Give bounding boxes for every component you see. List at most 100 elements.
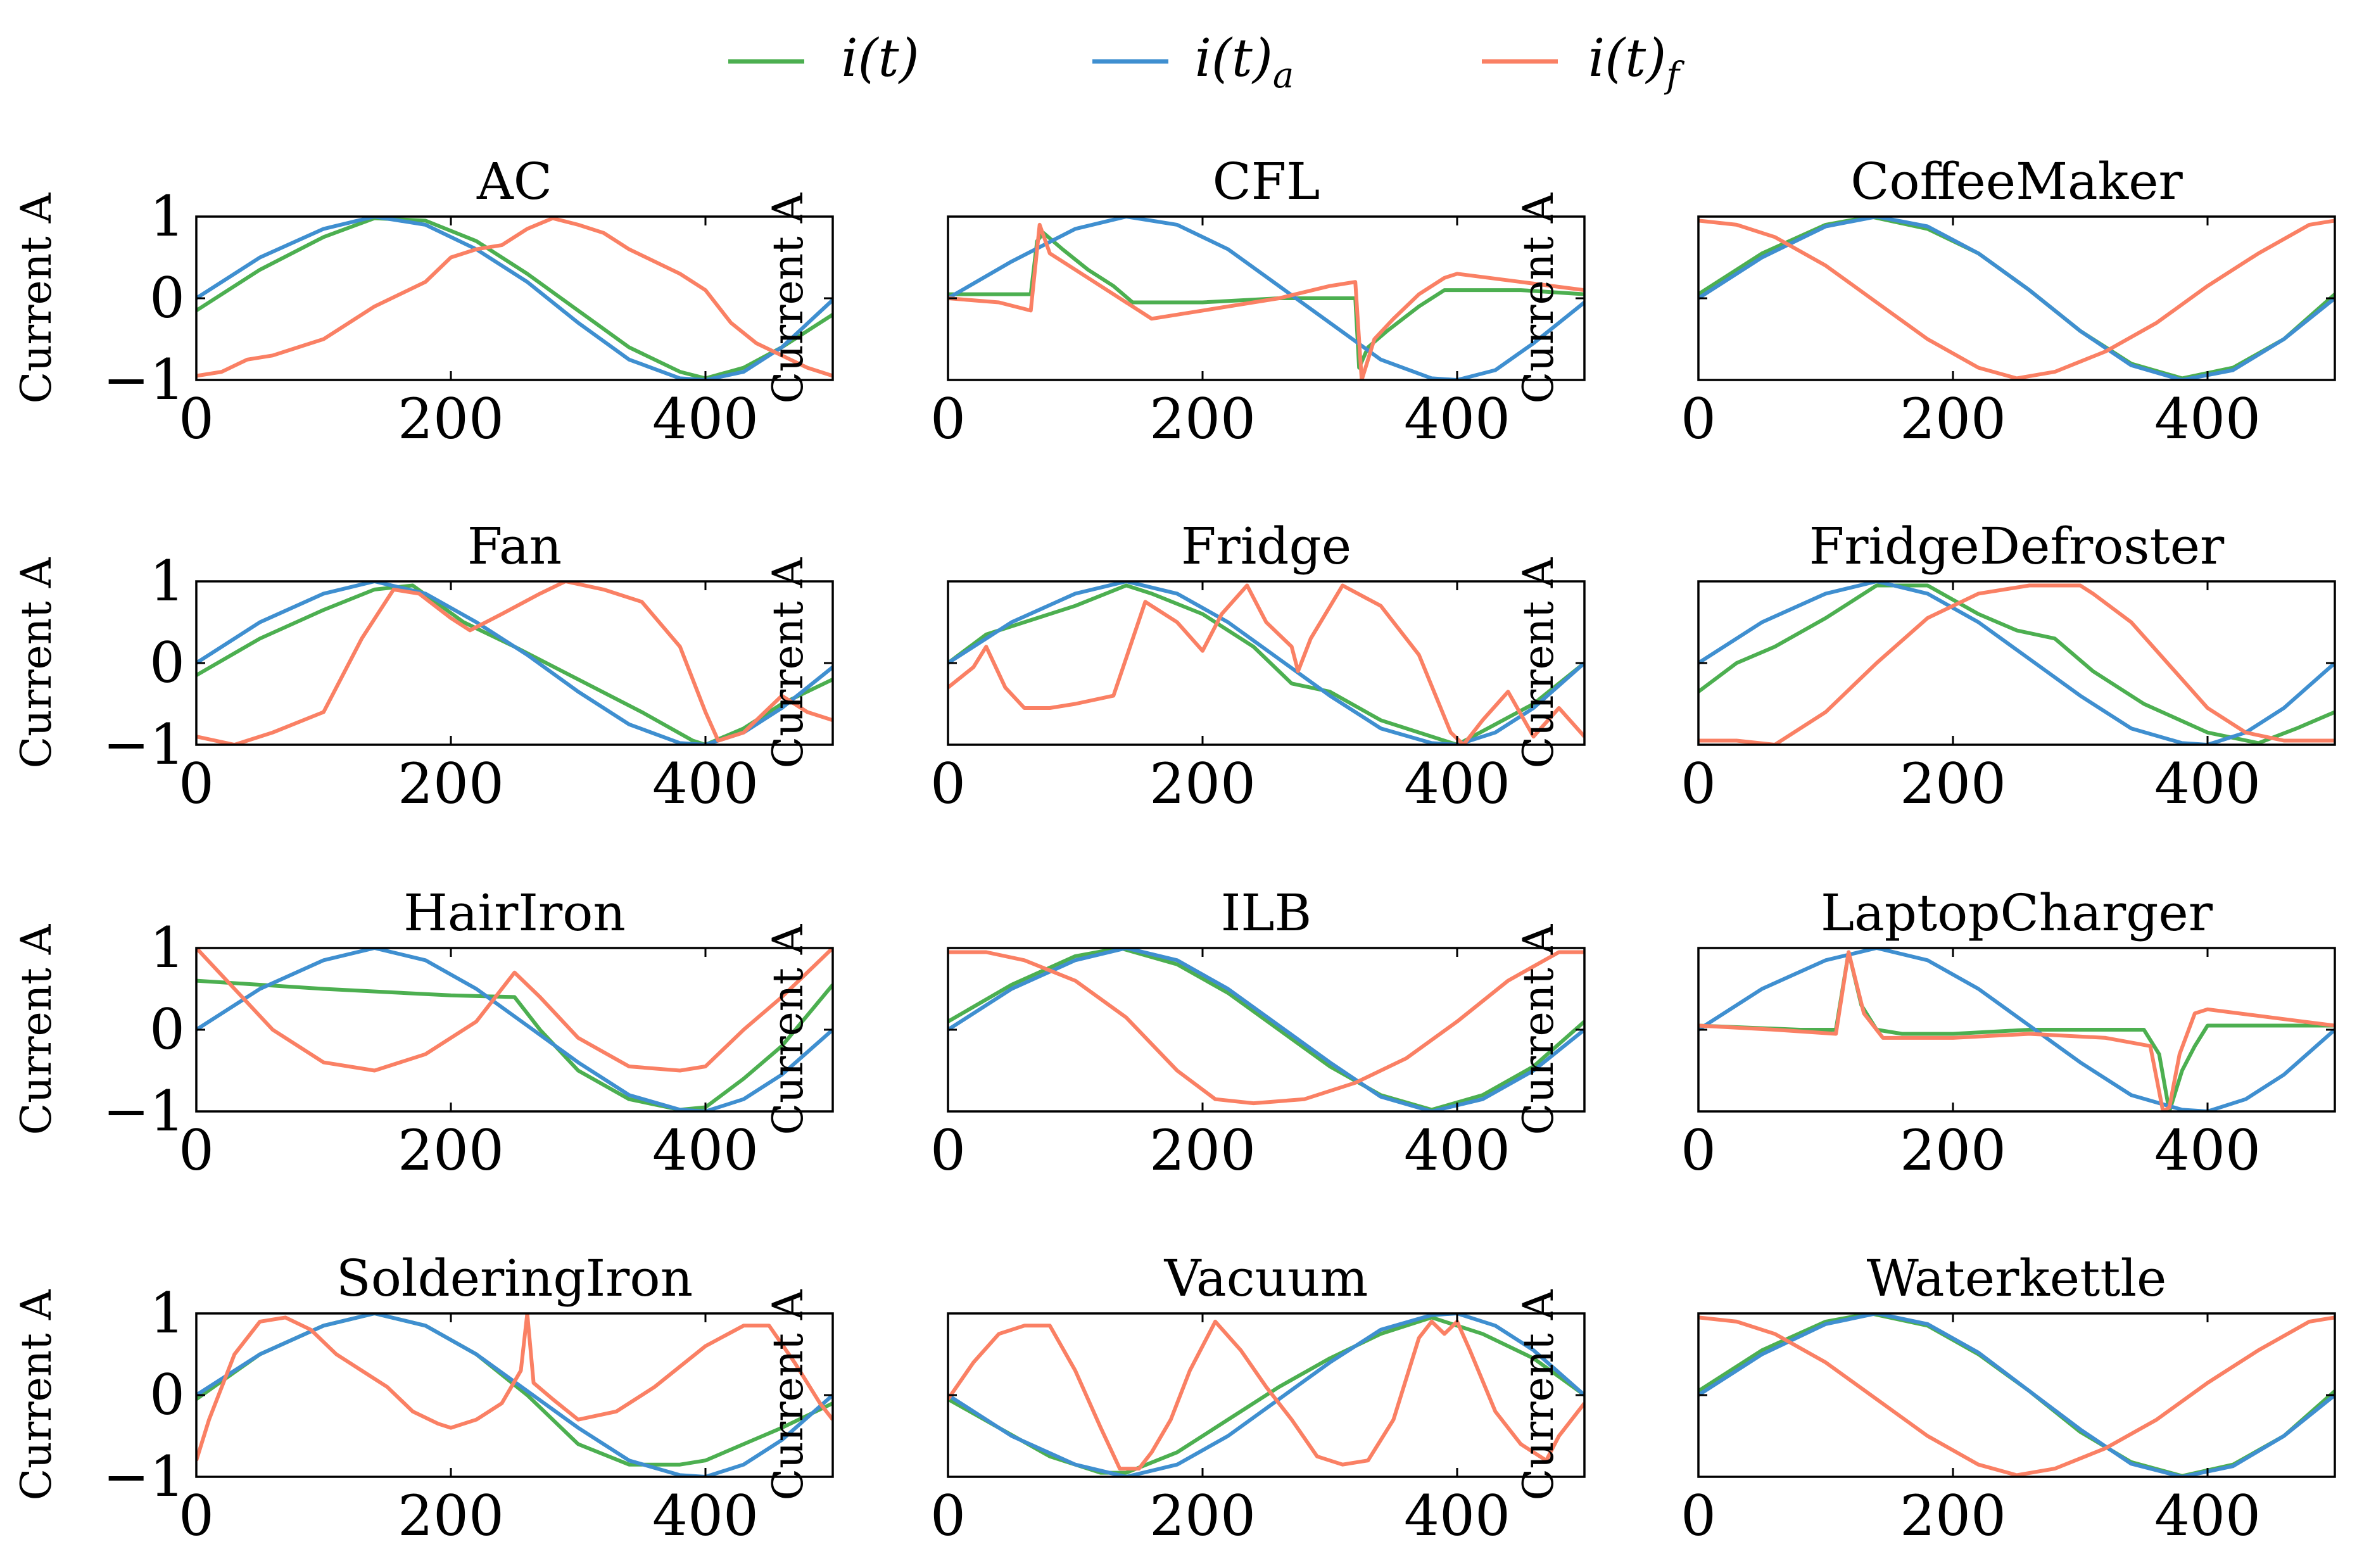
y-axis-label: Current A (764, 1289, 812, 1500)
series-itf (948, 222, 1584, 380)
series-ita (1698, 1313, 2335, 1477)
x-tick-label: 0 (1681, 1483, 1716, 1548)
y-axis-label: Current A (12, 557, 61, 768)
legend-entry-1: i(t)a (1092, 28, 1294, 96)
subplot-title: SolderingIron (336, 1249, 693, 1308)
series-ita (196, 948, 833, 1111)
y-axis-label: Current A (1514, 1289, 1563, 1500)
y-tick-label: 1 (149, 548, 185, 614)
series-itf (948, 950, 1584, 1106)
series-itf (1698, 583, 2335, 745)
plot-lines (1698, 1313, 2335, 1477)
plot-lines (1698, 217, 2335, 380)
legend-entry-0: i(t) (728, 28, 919, 89)
y-axis-label: Current A (1514, 192, 1563, 403)
series-it (196, 1313, 833, 1467)
series-it (948, 1315, 1584, 1475)
x-tick-label: 200 (398, 386, 504, 452)
series-it (948, 948, 1584, 1111)
plot-lines (196, 581, 833, 745)
plot-lines (948, 581, 1584, 745)
series-ita (948, 581, 1584, 745)
subplot-laptopcharger: LaptopCharger Current A 0 200 400 (1514, 883, 2336, 1183)
series-itf (196, 948, 833, 1073)
x-tick-label: 400 (1404, 386, 1510, 452)
series-it (196, 217, 833, 380)
series-it (948, 583, 1584, 745)
x-tick-label: 200 (1900, 386, 2006, 452)
subplot-cfl: CFL Current A 0 200 400 (764, 152, 1586, 452)
y-axis-label: Current A (764, 923, 812, 1135)
y-axis-label: Current A (1514, 923, 1563, 1135)
x-tick-label: 0 (179, 1118, 214, 1183)
series-ita (1698, 581, 2335, 745)
x-tick-label: 0 (179, 386, 214, 452)
y-tick-label: −1 (103, 712, 185, 777)
x-tick-label: 0 (179, 1483, 214, 1548)
x-tick-label: 200 (1900, 751, 2006, 816)
y-tick-label: −1 (103, 1444, 185, 1509)
series-it (196, 583, 833, 745)
series-itf (948, 1319, 1584, 1471)
x-tick-label: 200 (1900, 1118, 2006, 1183)
subplot-fridgedefroster: FridgeDefroster Current A 0 200 400 (1514, 517, 2336, 816)
subplot-title: Fridge (1181, 517, 1351, 576)
legend: i(t) i(t)a i(t)f (728, 28, 1685, 96)
y-axis-label: Current A (1514, 557, 1563, 768)
legend-label: i(t)f (1588, 28, 1685, 96)
subplot-title: CoffeeMaker (1850, 152, 2183, 211)
y-tick-label: −1 (103, 1078, 185, 1144)
y-tick-label: −1 (103, 347, 185, 412)
x-tick-label: 200 (398, 1118, 504, 1183)
x-tick-label: 200 (1149, 1483, 1256, 1548)
x-tick-label: 0 (1681, 386, 1716, 452)
y-tick-label: 0 (149, 1362, 185, 1427)
y-tick-label: 0 (149, 265, 185, 331)
subplot-title: FridgeDefroster (1809, 517, 2225, 576)
subplot-coffeemaker: CoffeeMaker Current A 0 200 400 (1514, 152, 2336, 452)
x-tick-label: 0 (930, 1483, 966, 1548)
x-tick-label: 0 (930, 1118, 966, 1183)
x-tick-label: 200 (1149, 1118, 1256, 1183)
series-it (196, 978, 833, 1111)
series-ita (1698, 217, 2335, 380)
plot-lines (196, 948, 833, 1111)
legend-entry-2: i(t)f (1482, 28, 1685, 96)
series-itf (1698, 1315, 2335, 1477)
series-itf (948, 583, 1584, 745)
y-axis-label: Current A (764, 192, 812, 403)
subplot-title: CFL (1213, 152, 1320, 211)
x-tick-label: 400 (1404, 751, 1510, 816)
subplot-title: Vacuum (1164, 1249, 1368, 1308)
series-itf (196, 1313, 833, 1462)
plot-lines (1698, 581, 2335, 745)
x-tick-label: 400 (2154, 751, 2261, 816)
series-itf (1698, 950, 2335, 1111)
series-ita (948, 217, 1584, 380)
x-tick-label: 400 (1404, 1118, 1510, 1183)
y-tick-label: 0 (149, 630, 185, 695)
y-axis-label: Current A (12, 923, 61, 1135)
series-itf (196, 217, 833, 378)
x-tick-label: 400 (2154, 386, 2261, 452)
x-tick-label: 400 (1404, 1483, 1510, 1548)
series-itf (196, 581, 833, 745)
series-ita (948, 1313, 1584, 1477)
x-tick-label: 200 (1900, 1483, 2006, 1548)
x-tick-label: 0 (1681, 1118, 1716, 1183)
y-tick-label: 1 (149, 915, 185, 980)
y-axis-label: Current A (12, 1289, 61, 1500)
subplot-fridge: Fridge Current A 0 200 400 (764, 517, 1586, 816)
plot-lines (196, 217, 833, 380)
x-tick-label: 400 (2154, 1118, 2261, 1183)
x-tick-label: 400 (2154, 1483, 2261, 1548)
subplot-title: AC (476, 152, 552, 211)
y-tick-label: 0 (149, 997, 185, 1062)
subplot-title: Waterkettle (1867, 1249, 2167, 1308)
x-tick-label: 400 (652, 1483, 759, 1548)
x-tick-label: 0 (179, 751, 214, 816)
plot-lines (948, 217, 1584, 380)
